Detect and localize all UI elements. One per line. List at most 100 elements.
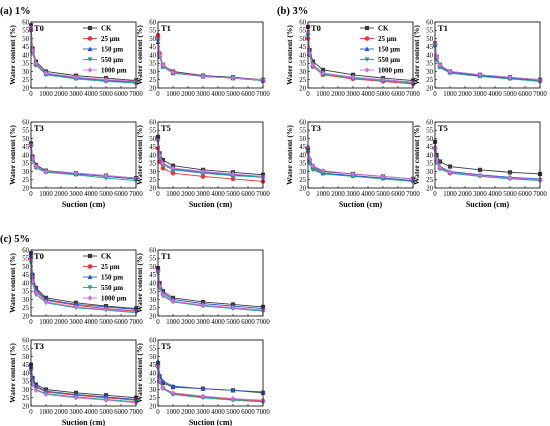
data-point — [477, 173, 483, 179]
x-tick-label: 4000 — [361, 91, 375, 98]
x-tick-label: 0 — [433, 91, 437, 98]
data-point — [380, 176, 386, 182]
x-tick-label: 5000 — [503, 91, 517, 98]
group-label: (a) 1% — [0, 6, 31, 17]
y-tick-label: 25 — [22, 305, 29, 312]
panel-title: T5 — [438, 123, 448, 133]
y-tick-label: 40 — [149, 370, 156, 377]
x-tick-label: 1000 — [443, 91, 457, 98]
legend-entry: 1000 μm — [101, 67, 127, 75]
y-tick-label: 55 — [22, 128, 29, 135]
data-point — [73, 301, 79, 307]
y-axis-label: Water content (%) — [412, 25, 421, 85]
y-tick-label: 35 — [149, 161, 156, 168]
series-line-1 — [434, 141, 541, 175]
x-tick-label: 4000 — [211, 91, 225, 98]
panel-title: T5 — [161, 341, 171, 351]
y-tick-label: 45 — [22, 272, 29, 279]
y-tick-label: 50 — [149, 36, 156, 43]
y-tick-label: 55 — [22, 28, 29, 35]
y-tick-label: 25 — [426, 177, 433, 184]
y-tick-label: 45 — [149, 44, 156, 51]
legend: CK 25 μm 150 μm 550 μm 1000 μm — [83, 253, 127, 303]
y-tick-label: 35 — [299, 161, 306, 168]
data-point — [350, 74, 356, 80]
plot-frame — [157, 249, 264, 317]
y-tick-label: 45 — [149, 272, 156, 279]
data-point — [73, 304, 79, 310]
data-point — [33, 163, 39, 170]
plot-frame — [434, 121, 541, 189]
data-point — [200, 168, 206, 175]
legend-marker — [87, 67, 93, 73]
y-tick-label: 50 — [149, 264, 156, 271]
x-tick-label: 2000 — [458, 191, 472, 198]
data-point — [43, 70, 49, 76]
y-tick-label: 50 — [149, 354, 156, 361]
panel-title: T0 — [34, 251, 44, 261]
data-point — [320, 171, 326, 177]
legend-entry: 25 μm — [101, 35, 120, 43]
y-tick-label: 25 — [22, 77, 29, 84]
y-tick-label: 60 — [299, 119, 306, 126]
data-point — [170, 390, 176, 396]
plot-frame — [30, 21, 137, 89]
legend-marker — [87, 253, 93, 259]
data-point — [310, 59, 316, 64]
data-point — [103, 397, 109, 403]
y-tick-label: 50 — [22, 136, 29, 143]
x-tick-label: 3000 — [346, 191, 360, 198]
x-tick-label: 5000 — [99, 319, 113, 326]
panel-title: T1 — [161, 23, 171, 33]
y-tick-label: 45 — [149, 362, 156, 369]
y-tick-label: 30 — [299, 69, 306, 76]
y-tick-label: 40 — [149, 152, 156, 159]
data-point — [160, 157, 166, 163]
x-tick-label: 6000 — [241, 91, 255, 98]
y-axis-label: Water content (%) — [412, 125, 421, 185]
x-tick-label: 4000 — [84, 319, 98, 326]
y-tick-label: 45 — [426, 144, 433, 151]
legend-entry: 1000 μm — [101, 295, 127, 303]
data-point — [230, 395, 236, 402]
x-tick-label: 2000 — [54, 319, 68, 326]
x-tick-label: 5000 — [99, 91, 113, 98]
plot-frame — [307, 21, 414, 89]
y-tick-label: 55 — [149, 28, 156, 35]
y-tick-label: 55 — [299, 28, 306, 35]
x-tick-label: 2000 — [181, 409, 195, 416]
data-point — [434, 158, 439, 164]
x-tick-label: 5000 — [226, 191, 240, 198]
x-tick-label: 6000 — [114, 319, 128, 326]
data-point — [170, 298, 176, 304]
x-tick-label: 6000 — [518, 191, 532, 198]
y-tick-label: 20 — [22, 313, 29, 320]
data-point — [380, 173, 386, 180]
x-axis-label: Suction (cm) — [189, 200, 233, 209]
data-point — [477, 167, 483, 172]
y-tick-label: 40 — [426, 152, 433, 159]
data-point — [103, 173, 109, 179]
plot-frame — [157, 21, 264, 89]
x-tick-label: 6000 — [241, 319, 255, 326]
data-point — [310, 62, 316, 68]
x-tick-label: 5000 — [226, 409, 240, 416]
x-tick-label: 3000 — [473, 191, 487, 198]
legend-entry: 550 μm — [101, 56, 123, 64]
x-axis-label: Suction (cm) — [62, 418, 106, 426]
x-tick-label: 1000 — [166, 319, 180, 326]
y-tick-label: 35 — [299, 61, 306, 68]
y-tick-label: 55 — [149, 346, 156, 353]
x-tick-label: 7000 — [129, 91, 143, 98]
legend-marker — [364, 46, 370, 52]
data-point — [103, 304, 109, 310]
data-point — [350, 174, 356, 180]
data-point — [507, 74, 513, 80]
x-tick-label: 6000 — [391, 91, 405, 98]
x-tick-label: 7000 — [406, 191, 420, 198]
y-tick-label: 20 — [426, 85, 433, 92]
y-tick-label: 60 — [22, 337, 29, 344]
plot-frame — [30, 339, 137, 407]
